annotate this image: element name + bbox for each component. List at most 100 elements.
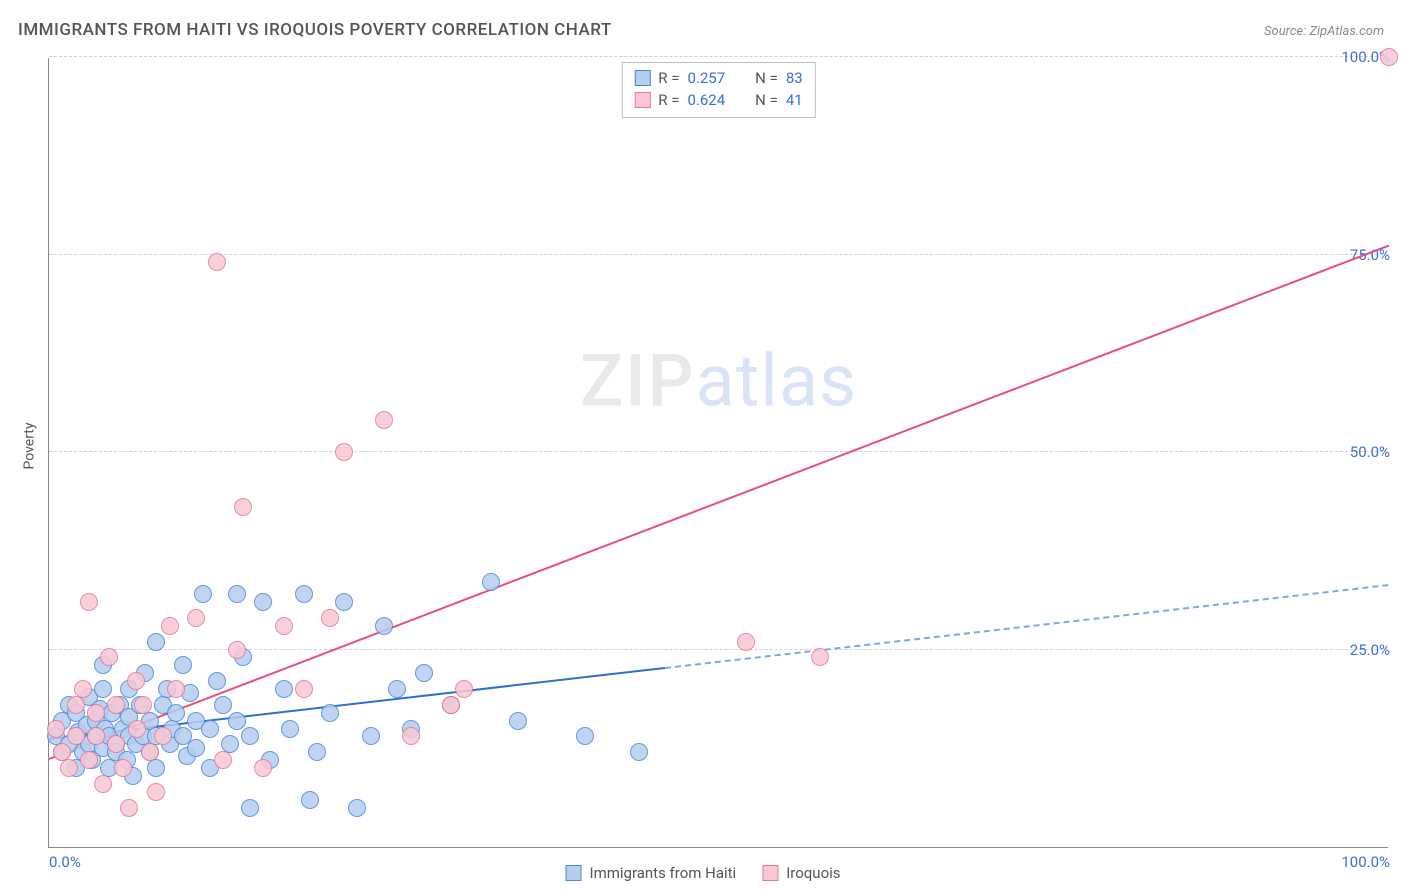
stats-row-haiti: R = 0.257 N = 83 (634, 67, 802, 89)
data-point-iroquois (127, 672, 145, 690)
legend-label-haiti: Immigrants from Haiti (589, 864, 736, 882)
legend-item-iroquois: Iroquois (762, 864, 840, 882)
data-point-iroquois (67, 696, 85, 714)
data-point-iroquois (141, 743, 159, 761)
source-prefix: Source: (1264, 24, 1309, 39)
data-point-haiti (174, 656, 192, 674)
data-point-haiti (275, 680, 293, 698)
data-point-iroquois (1380, 48, 1398, 66)
data-point-haiti (375, 617, 393, 635)
data-point-iroquois (154, 727, 172, 745)
data-point-haiti (147, 759, 165, 777)
data-point-iroquois (114, 759, 132, 777)
n-value-haiti: 83 (786, 67, 803, 89)
data-point-haiti (415, 664, 433, 682)
n-label: N = (755, 67, 778, 89)
series-legend: Immigrants from Haiti Iroquois (565, 864, 840, 882)
n-label: N = (755, 89, 778, 111)
data-point-iroquois (275, 617, 293, 635)
source-attribution: Source: ZipAtlas.com (1264, 24, 1384, 39)
data-point-haiti (388, 680, 406, 698)
r-value-haiti: 0.257 (687, 67, 725, 89)
data-point-iroquois (67, 727, 85, 745)
data-point-iroquois (94, 775, 112, 793)
gridline (49, 451, 1388, 452)
swatch-iroquois (762, 865, 778, 881)
data-point-iroquois (134, 696, 152, 714)
swatch-haiti (565, 865, 581, 881)
stats-row-iroquois: R = 0.624 N = 41 (634, 89, 802, 111)
chart-title: IMMIGRANTS FROM HAITI VS IROQUOIS POVERT… (18, 20, 612, 40)
data-point-iroquois (87, 704, 105, 722)
data-point-haiti (301, 791, 319, 809)
data-point-iroquois (455, 680, 473, 698)
data-point-haiti (362, 727, 380, 745)
y-tick-label: 25.0% (1340, 641, 1390, 659)
legend-label-iroquois: Iroquois (786, 864, 840, 882)
data-point-iroquois (87, 727, 105, 745)
data-point-iroquois (375, 411, 393, 429)
data-point-iroquois (47, 720, 65, 738)
data-point-haiti (281, 720, 299, 738)
data-point-haiti (295, 585, 313, 603)
gridline (49, 649, 1388, 650)
stats-legend-box: R = 0.257 N = 83 R = 0.624 N = 41 (621, 62, 815, 118)
data-point-iroquois (107, 696, 125, 714)
swatch-iroquois (634, 92, 650, 108)
x-tick-min: 0.0% (49, 853, 81, 871)
data-point-iroquois (208, 253, 226, 271)
source-name: ZipAtlas.com (1309, 24, 1384, 39)
data-point-haiti (228, 712, 246, 730)
watermark: ZIPatlas (580, 339, 857, 424)
data-point-iroquois (60, 759, 78, 777)
swatch-haiti (634, 70, 650, 86)
data-point-iroquois (737, 633, 755, 651)
data-point-iroquois (321, 609, 339, 627)
data-point-iroquois (80, 593, 98, 611)
gridline (49, 254, 1388, 255)
data-point-haiti (201, 720, 219, 738)
data-point-haiti (335, 593, 353, 611)
watermark-zip: ZIP (580, 339, 696, 424)
data-point-iroquois (811, 648, 829, 666)
data-point-iroquois (80, 751, 98, 769)
data-point-iroquois (128, 720, 146, 738)
trend-line (665, 584, 1389, 669)
data-point-iroquois (161, 617, 179, 635)
data-point-haiti (241, 727, 259, 745)
data-point-haiti (214, 696, 232, 714)
data-point-haiti (321, 704, 339, 722)
data-point-haiti (167, 704, 185, 722)
data-point-iroquois (147, 783, 165, 801)
data-point-iroquois (234, 498, 252, 516)
data-point-haiti (94, 680, 112, 698)
watermark-atlas: atlas (696, 339, 858, 424)
n-value-iroquois: 41 (786, 89, 803, 111)
r-label: R = (658, 89, 679, 111)
data-point-haiti (194, 585, 212, 603)
data-point-iroquois (335, 443, 353, 461)
data-point-iroquois (228, 641, 246, 659)
data-point-iroquois (442, 696, 460, 714)
data-point-iroquois (402, 727, 420, 745)
data-point-haiti (630, 743, 648, 761)
gridline (49, 56, 1388, 57)
data-point-haiti (576, 727, 594, 745)
data-point-haiti (509, 712, 527, 730)
data-point-iroquois (167, 680, 185, 698)
data-point-iroquois (120, 799, 138, 817)
data-point-iroquois (254, 759, 272, 777)
data-point-haiti (228, 585, 246, 603)
data-point-haiti (254, 593, 272, 611)
legend-item-haiti: Immigrants from Haiti (565, 864, 736, 882)
data-point-iroquois (187, 609, 205, 627)
data-point-haiti (208, 672, 226, 690)
scatter-plot-area: ZIPatlas R = 0.257 N = 83 R = 0.624 N = … (48, 58, 1388, 848)
data-point-iroquois (295, 680, 313, 698)
data-point-iroquois (100, 648, 118, 666)
data-point-iroquois (214, 751, 232, 769)
data-point-haiti (241, 799, 259, 817)
data-point-haiti (187, 739, 205, 757)
data-point-iroquois (107, 735, 125, 753)
data-point-iroquois (74, 680, 92, 698)
